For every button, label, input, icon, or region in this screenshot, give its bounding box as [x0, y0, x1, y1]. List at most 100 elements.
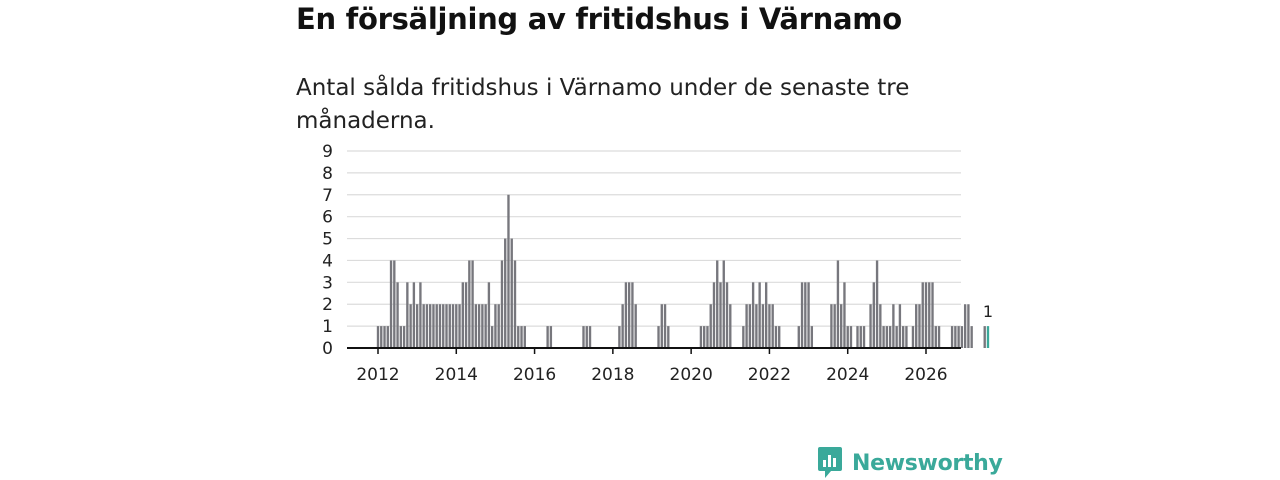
- y-tick-label: 4: [322, 251, 333, 271]
- bar: [432, 304, 435, 348]
- bar: [389, 260, 393, 348]
- y-tick-label: 5: [322, 230, 333, 250]
- x-tick-label: 2024: [826, 365, 869, 385]
- bar: [895, 326, 898, 348]
- bar-latest: [986, 326, 990, 348]
- bar: [872, 282, 875, 348]
- data-labels: 1: [983, 302, 993, 321]
- bar: [712, 282, 716, 348]
- bar: [464, 282, 468, 348]
- bar: [634, 304, 637, 348]
- gridlines: [347, 150, 961, 327]
- bar: [957, 326, 960, 348]
- bar: [901, 326, 905, 348]
- bar: [703, 326, 706, 348]
- chart-subtitle: Antal sålda fritidshus i Värnamo under d…: [296, 75, 910, 134]
- bar: [804, 282, 807, 348]
- bar: [699, 326, 703, 348]
- bar: [970, 326, 973, 348]
- bar: [761, 304, 765, 348]
- bar: [435, 304, 438, 348]
- bar: [500, 260, 504, 348]
- bar: [494, 304, 497, 348]
- bar: [709, 304, 712, 348]
- bar: [706, 326, 709, 348]
- bar: [481, 304, 484, 348]
- brand-name: Newsworthy: [852, 450, 1003, 476]
- bar: [631, 282, 634, 348]
- bar: [888, 326, 892, 348]
- bar: [934, 326, 937, 348]
- bar: [862, 326, 866, 348]
- bar: [517, 326, 520, 348]
- bar: [415, 304, 419, 348]
- bar: [800, 282, 804, 348]
- bar: [918, 304, 921, 348]
- bar: [774, 326, 778, 348]
- bar: [588, 326, 592, 348]
- bar: [429, 304, 432, 348]
- bar: [383, 326, 386, 348]
- bar: [963, 304, 967, 348]
- bar: [396, 282, 399, 348]
- bar: [716, 260, 719, 348]
- bar: [911, 326, 915, 348]
- bar: [663, 304, 667, 348]
- bar: [742, 326, 745, 348]
- bar: [921, 282, 924, 348]
- bar: [915, 304, 918, 348]
- bar: [898, 304, 902, 348]
- bar: [507, 194, 510, 348]
- bar: [549, 326, 553, 348]
- latest-value-label: 1: [983, 302, 993, 321]
- y-tick-label: 0: [322, 339, 333, 359]
- bar: [856, 326, 859, 348]
- bar: [618, 326, 621, 348]
- x-tick-label: 2018: [591, 365, 634, 385]
- bar: [859, 326, 862, 348]
- bar: [768, 304, 771, 348]
- bar: [885, 326, 889, 348]
- y-tick-label: 1: [322, 317, 333, 337]
- bar: [442, 304, 445, 348]
- bar: [725, 282, 729, 348]
- bar: [520, 326, 523, 348]
- bar: [546, 326, 549, 348]
- bar: [719, 282, 722, 348]
- bar: [745, 304, 748, 348]
- bar: [471, 260, 474, 348]
- bar: [474, 304, 478, 348]
- bar: [833, 304, 836, 348]
- y-tick-label: 9: [322, 142, 333, 162]
- y-tick-label: 8: [322, 164, 333, 184]
- x-tick-label: 2016: [513, 365, 556, 385]
- newsworthy-logo-icon: [818, 447, 842, 478]
- bar: [386, 326, 389, 348]
- bar: [582, 326, 585, 348]
- bar: [455, 304, 458, 348]
- bar: [406, 282, 409, 348]
- bar: [882, 326, 885, 348]
- bar: [497, 304, 500, 348]
- bar: [510, 238, 513, 348]
- bar: [950, 326, 954, 348]
- x-tick-label: 2022: [748, 365, 791, 385]
- bar: [419, 282, 422, 348]
- bar: [438, 304, 442, 348]
- bar: [422, 304, 425, 348]
- bar: [425, 304, 429, 348]
- bar: [905, 326, 908, 348]
- y-tick-label: 3: [322, 273, 333, 293]
- bar: [764, 282, 768, 348]
- bar: [667, 326, 670, 348]
- bar: [843, 282, 846, 348]
- bar: [729, 304, 732, 348]
- bar: [722, 260, 725, 348]
- bar: [840, 304, 843, 348]
- bar: [755, 304, 758, 348]
- x-tick-label: 2014: [435, 365, 478, 385]
- bar: [892, 304, 895, 348]
- bar: [624, 282, 628, 348]
- bar: [412, 282, 416, 348]
- y-tick-label: 2: [322, 295, 333, 315]
